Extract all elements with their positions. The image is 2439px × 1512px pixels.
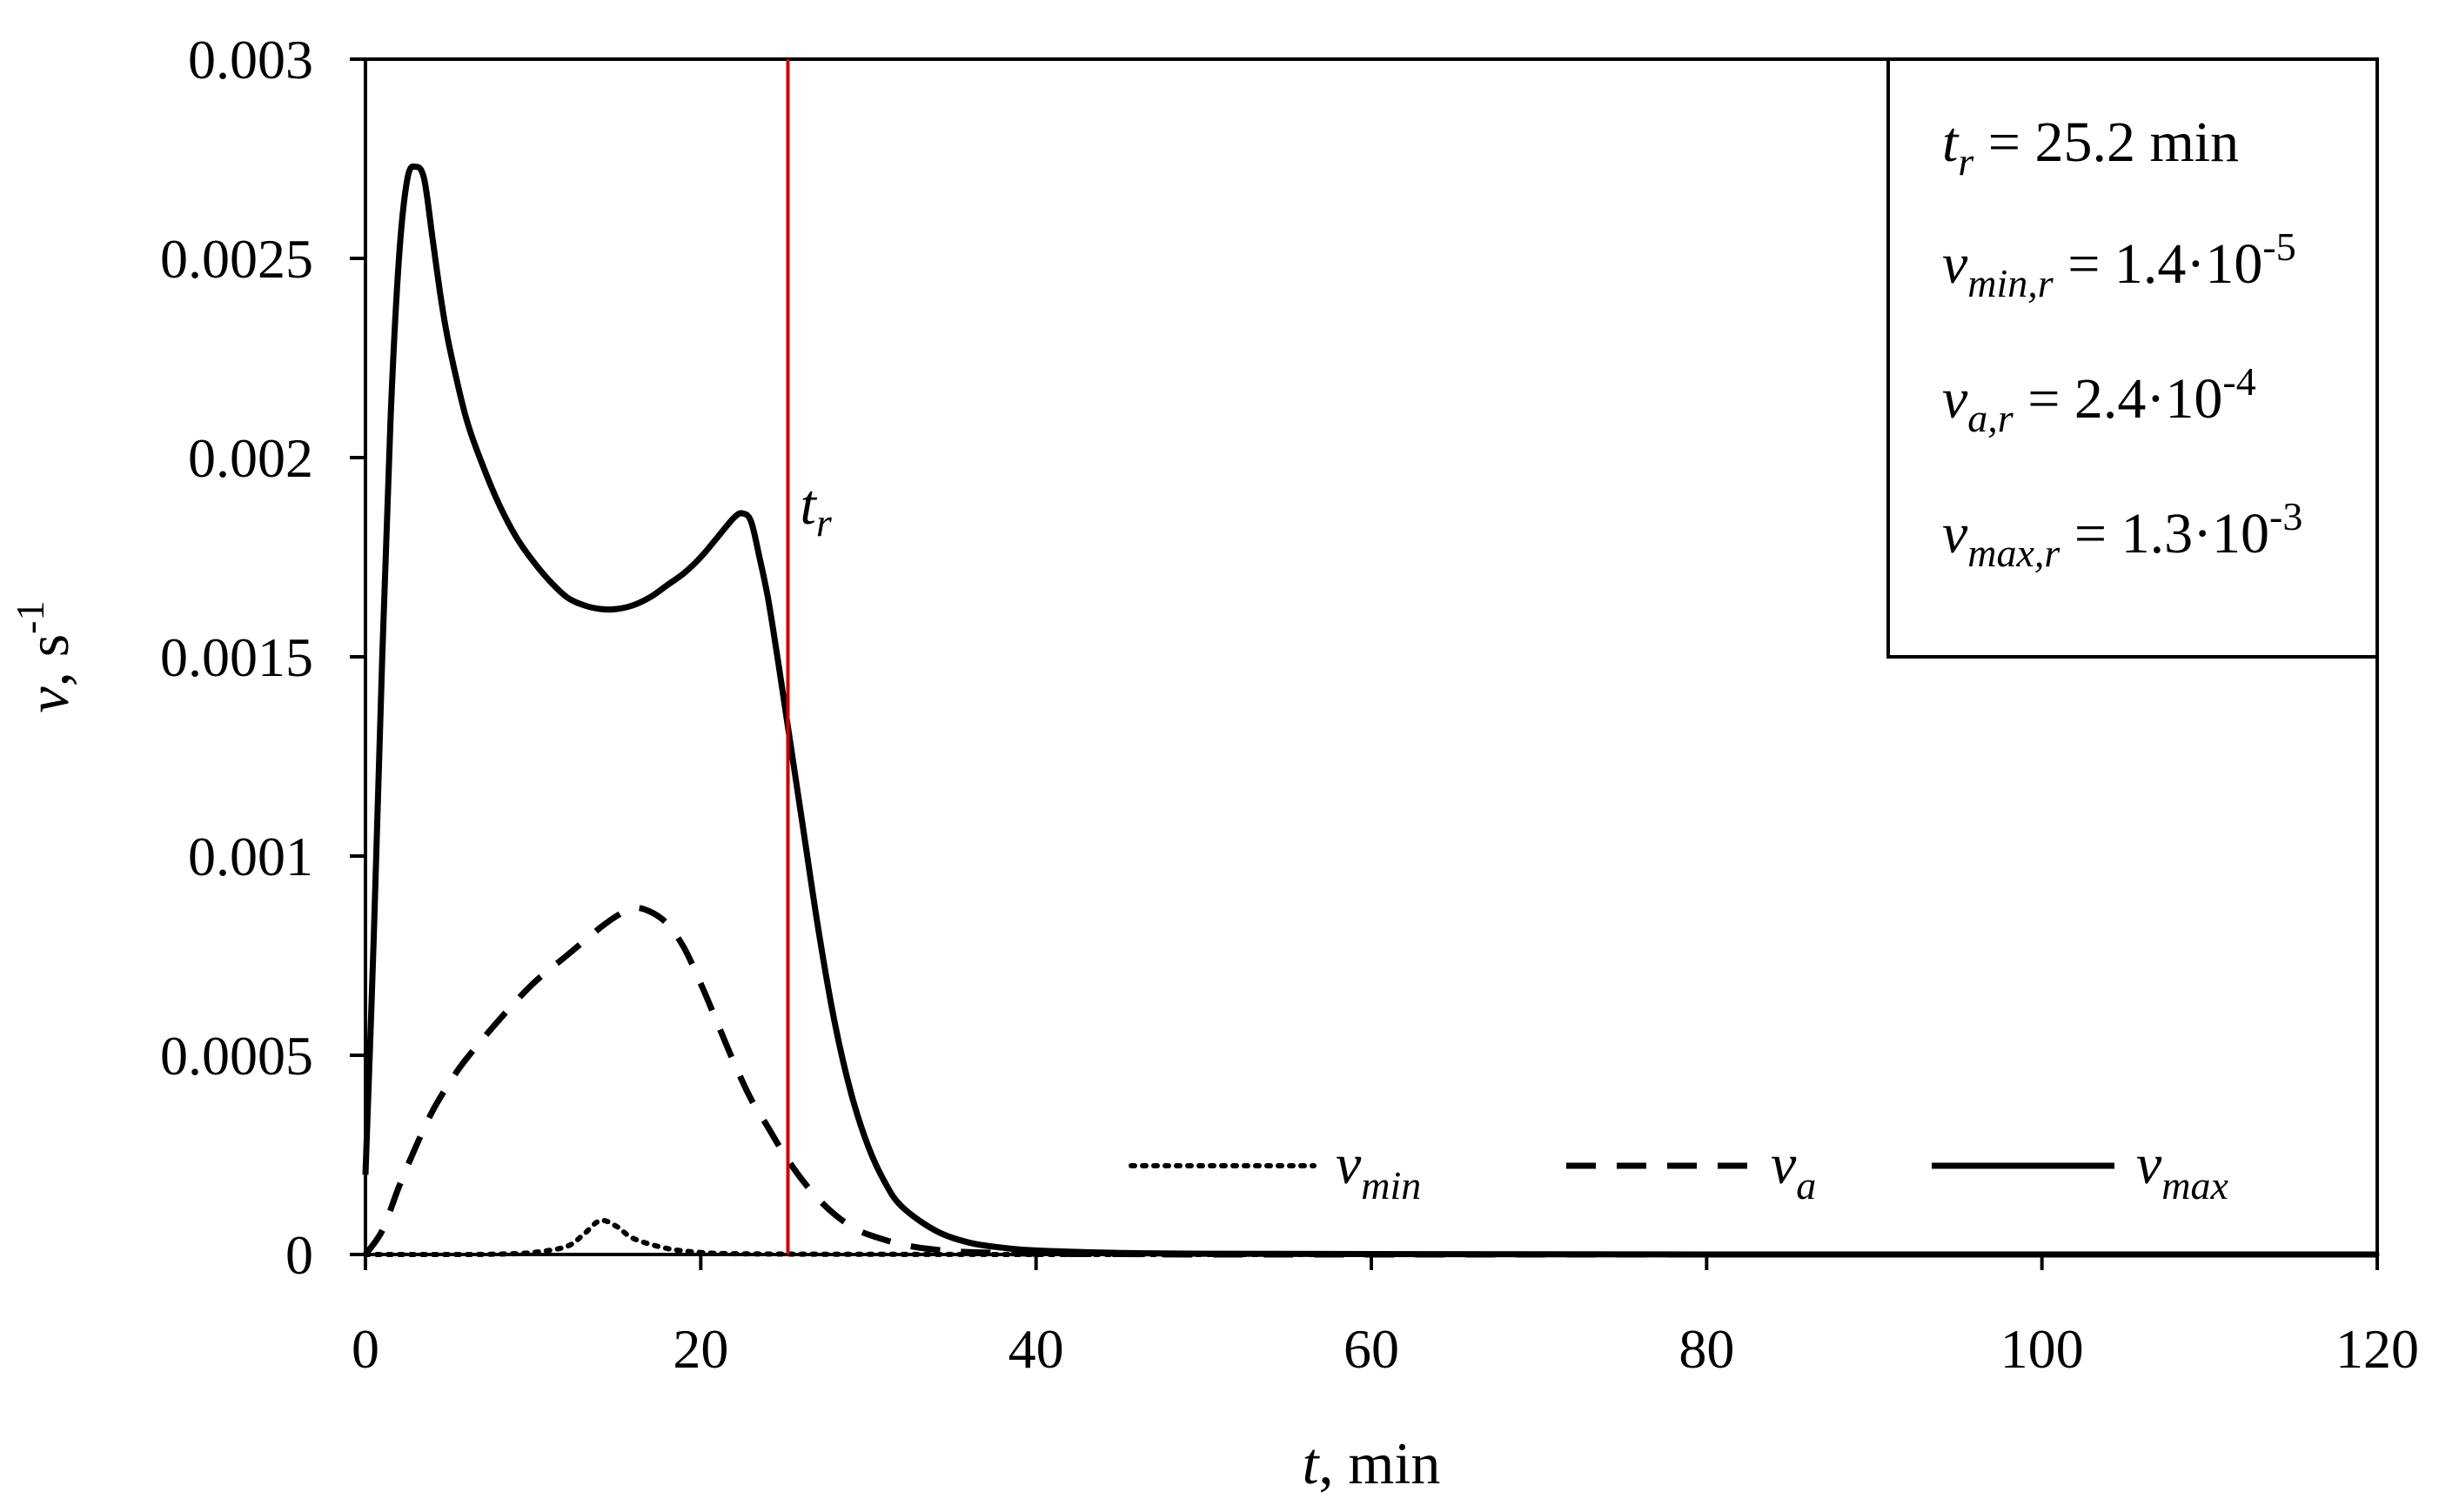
x-tick-label: 60 — [1343, 1318, 1399, 1380]
y-tick-label: 0.003 — [188, 29, 313, 90]
annotation-vmax-exp: -3 — [2269, 494, 2302, 539]
legend-label-v-min: vmin — [1336, 1133, 1421, 1208]
series-line-v-a — [363, 904, 2377, 1258]
tr-marker-label: tr — [801, 473, 833, 545]
y-tick-label: 0.001 — [188, 826, 313, 887]
annotation-line-tr: tr = 25.2 min — [1942, 110, 2239, 184]
legend-label-v-max: vmax — [2136, 1133, 2229, 1208]
annotation-vmax-base: v — [1942, 502, 1968, 565]
y-tick-label: 0.0025 — [160, 228, 313, 290]
x-tick-label: 40 — [1008, 1318, 1064, 1380]
annotation-vmin-rest: = 1.4·10 — [2054, 232, 2263, 296]
tr-marker-label-base: t — [801, 473, 818, 537]
annotation-tr-sub: r — [1958, 139, 1974, 184]
annotation-vmax-sub: max,r — [1967, 531, 2060, 575]
y-tick-label: 0.002 — [188, 427, 313, 489]
legend: vmin va vmax — [1129, 1133, 2229, 1208]
annotation-line-vmax: vmax,r = 1.3·10-3 — [1942, 494, 2302, 575]
annotation-tr-rest: = 25.2 min — [1973, 110, 2239, 174]
legend-label-sub: max — [2161, 1163, 2228, 1208]
legend-label-base: v — [1336, 1133, 1362, 1196]
tr-marker-label-sub: r — [816, 500, 833, 545]
x-tick-label: 120 — [2335, 1318, 2419, 1380]
x-tick-label: 0 — [352, 1318, 379, 1380]
y-axis-title-var: v — [15, 686, 81, 713]
annotation-line-vmin: vmin,r = 1.4·10-5 — [1942, 224, 2296, 305]
annotation-va-rest: = 2.4·10 — [2014, 367, 2223, 431]
y-tick-label: 0.0015 — [160, 626, 313, 688]
legend-label-base: v — [2136, 1133, 2162, 1196]
x-tick-label: 100 — [2000, 1318, 2084, 1380]
y-tick-label: 0 — [285, 1224, 313, 1286]
annotation-vmin-exp: -5 — [2262, 224, 2295, 269]
x-tick-label: 20 — [673, 1318, 728, 1380]
x-axis-title-unit: , min — [1319, 1430, 1441, 1496]
legend-label-sub: a — [1796, 1163, 1816, 1208]
annotation-line-va: va,r = 2.4·10-4 — [1942, 359, 2256, 440]
annotation-box — [1886, 57, 2379, 659]
annotation-tr-base: t — [1942, 110, 1960, 174]
y-axis-title-exp: -1 — [8, 601, 52, 634]
x-tick-label: 80 — [1678, 1318, 1734, 1380]
series-line-v-min — [363, 1217, 2380, 1258]
x-axis-title-var: t — [1303, 1430, 1321, 1496]
annotation-va-sub: a,r — [1967, 396, 2014, 440]
annotation-vmin-sub: min,r — [1967, 261, 2054, 305]
series-line-v-max — [362, 163, 2378, 1258]
y-axis-title: v, s-1 — [8, 601, 81, 713]
series-layer — [362, 163, 2380, 1258]
x-axis-title: t, min — [1303, 1430, 1441, 1496]
y-tick-label: 0.0005 — [160, 1025, 313, 1087]
annotation-vmin-base: v — [1942, 232, 1968, 296]
annotation-vmax-rest: = 1.3·10 — [2060, 502, 2269, 565]
legend-label-v-a: va — [1771, 1133, 1816, 1208]
legend-label-sub: min — [1361, 1163, 1421, 1208]
x-axis: 0 20 40 60 80 100 120 — [352, 1254, 2419, 1380]
annotation-va-base: v — [1942, 367, 1968, 431]
y-axis: 0 0.0005 0.001 0.0015 0.002 0.0025 0.003 — [160, 29, 365, 1286]
annotation-va-exp: -4 — [2222, 359, 2255, 404]
legend-label-base: v — [1771, 1133, 1797, 1196]
y-axis-title-unit: , s — [15, 634, 81, 686]
